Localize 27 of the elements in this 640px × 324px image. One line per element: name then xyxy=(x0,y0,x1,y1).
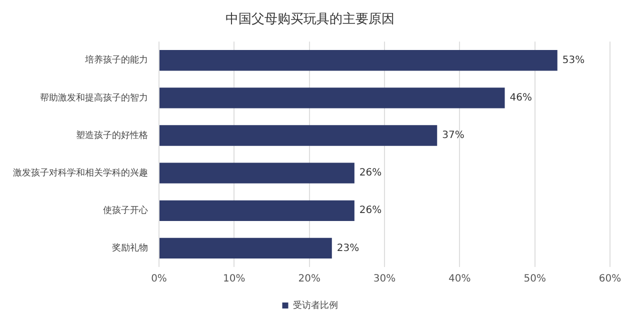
y-tick-label: 帮助激发和提高孩子的智力 xyxy=(40,92,148,104)
bar xyxy=(160,50,558,71)
legend-label: 受访者比例 xyxy=(292,300,338,311)
data-label: 23% xyxy=(336,242,360,254)
bar xyxy=(160,162,354,184)
bar xyxy=(160,200,354,221)
data-label: 53% xyxy=(562,54,585,66)
bar xyxy=(160,238,332,259)
data-label: 46% xyxy=(510,92,532,104)
x-tick-label: 20% xyxy=(298,274,320,285)
y-tick-label: 激发孩子对科学和相关学科的兴趣 xyxy=(13,167,148,178)
bar xyxy=(160,88,505,108)
x-tick-label: 60% xyxy=(598,274,622,285)
data-label: 37% xyxy=(442,130,464,142)
x-tick-label: 40% xyxy=(448,274,471,285)
y-tick-label: 培养孩子的能力 xyxy=(84,54,148,66)
x-tick-label: 0% xyxy=(151,274,167,285)
data-label: 26% xyxy=(359,205,382,216)
y-tick-label: 塑造孩子的好性格 xyxy=(76,130,148,141)
y-tick-label: 使孩子开心 xyxy=(103,204,148,216)
data-label: 26% xyxy=(359,168,382,179)
bar xyxy=(160,125,438,146)
x-tick-label: 50% xyxy=(524,274,546,285)
x-tick-label: 10% xyxy=(223,274,246,285)
chart-title: 中国父母购买玩具的主要原因 xyxy=(226,11,394,28)
y-tick-label: 奖励礼物 xyxy=(112,242,148,254)
x-tick-label: 30% xyxy=(373,274,396,285)
